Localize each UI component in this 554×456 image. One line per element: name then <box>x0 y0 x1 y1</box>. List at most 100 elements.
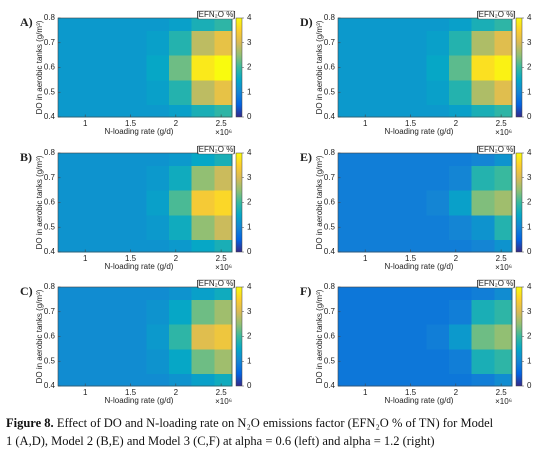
x-tick-label: 2.5 <box>216 388 228 397</box>
heat-cell <box>123 18 147 31</box>
heat-cell <box>169 153 193 166</box>
heat-cell <box>191 324 215 350</box>
heat-cell <box>146 299 170 325</box>
heat-cell <box>381 348 405 375</box>
heat-cell <box>494 165 513 191</box>
colorbar-tick-label: 3 <box>247 38 252 47</box>
heat-cell <box>471 299 495 325</box>
heat-cell <box>58 30 79 56</box>
y-tick-label: 0.8 <box>324 13 336 22</box>
heat-cell <box>146 104 170 118</box>
y-tick-label: 0.7 <box>44 38 56 47</box>
colorbar-tick-label: 4 <box>247 282 252 291</box>
colorbar-tick-label: 2 <box>247 63 252 72</box>
heat-cell <box>169 214 193 241</box>
x-tick-label: 1.5 <box>125 388 137 397</box>
y-tick-label: 0.6 <box>44 198 56 207</box>
heat-cell <box>78 79 102 106</box>
heat-cell <box>191 287 215 300</box>
colorbar-tick-label: 2 <box>527 198 532 207</box>
heat-cell <box>338 214 359 241</box>
caption-line: Figure 8. Effect of DO and N-loading rat… <box>6 416 494 430</box>
x-tick-label: 2 <box>454 119 459 128</box>
heat-cell <box>146 239 170 253</box>
y-tick-label: 0.6 <box>44 63 56 72</box>
heat-cell <box>169 239 193 253</box>
heat-cell <box>471 55 495 81</box>
heat-cell <box>101 79 125 106</box>
colorbar <box>235 17 243 118</box>
x-tick-label: 1 <box>363 119 368 128</box>
caption-text: Effect of DO and N-loading rate on N₂O e… <box>57 416 494 430</box>
heat-cell <box>101 165 125 191</box>
y-tick-label: 0.4 <box>324 247 336 256</box>
y-axis-label: DO in aerobic tanks (g/m³) <box>35 155 44 249</box>
heat-cell <box>123 299 147 325</box>
x-multiplier: ×10⁶ <box>215 128 232 137</box>
heat-cell <box>123 55 147 81</box>
heat-cell <box>58 79 79 106</box>
heat-cell <box>58 287 79 300</box>
x-multiplier: ×10⁶ <box>215 263 232 272</box>
heat-cell <box>381 55 405 81</box>
heat-cell <box>214 348 233 375</box>
heat-cell <box>381 18 405 31</box>
colorbar-label: [EFN₂O %] <box>196 10 235 19</box>
heat-cell <box>381 79 405 106</box>
heat-cell <box>191 348 215 375</box>
heat-cell <box>58 153 79 166</box>
heat-cell <box>338 79 359 106</box>
colorbar-tick-label: 3 <box>527 307 532 316</box>
heat-cell <box>78 239 102 253</box>
heat-cell <box>426 153 450 166</box>
heat-cell <box>123 153 147 166</box>
x-tick-label: 2 <box>454 254 459 263</box>
colorbar-tick-label: 2 <box>247 198 252 207</box>
heat-cell <box>58 324 79 350</box>
colorbar-tick-label: 1 <box>527 87 532 96</box>
heat-cell <box>101 324 125 350</box>
heat-cell <box>191 165 215 191</box>
heat-cell <box>146 214 170 241</box>
heat-cell <box>494 214 513 241</box>
heat-cell <box>191 239 215 253</box>
y-tick-label: 0.7 <box>44 173 56 182</box>
x-multiplier: ×10⁶ <box>495 263 512 272</box>
heat-cell <box>123 165 147 191</box>
heat-cell <box>358 190 382 216</box>
heat-cell <box>381 190 405 216</box>
colorbar-tick-label: 3 <box>247 173 252 182</box>
caption-line: 1 (A,D), Model 2 (B,E) and Model 3 (C,F)… <box>6 434 435 448</box>
heat-cell <box>358 55 382 81</box>
heat-cell <box>471 324 495 350</box>
colorbar-tick-label: 1 <box>247 222 252 231</box>
heat-cell <box>449 18 473 31</box>
heat-cell <box>169 55 193 81</box>
x-tick-label: 1.5 <box>405 254 417 263</box>
heat-cell <box>358 165 382 191</box>
heat-cell <box>449 30 473 56</box>
x-tick-label: 1.5 <box>405 388 417 397</box>
heat-cell <box>78 153 102 166</box>
colorbar <box>235 152 243 253</box>
heat-cell <box>449 214 473 241</box>
heat-cell <box>58 214 79 241</box>
colorbar-tick-label: 3 <box>527 38 532 47</box>
y-tick-label: 0.4 <box>44 247 56 256</box>
heat-cell <box>494 324 513 350</box>
heat-cell <box>403 104 427 118</box>
heat-cell <box>101 348 125 375</box>
colorbar-tick-label: 1 <box>247 87 252 96</box>
heat-cell <box>426 299 450 325</box>
heat-cell <box>123 30 147 56</box>
heat-cell <box>169 299 193 325</box>
heat-cell <box>123 239 147 253</box>
x-tick-label: 2.5 <box>216 254 228 263</box>
heat-cell <box>471 239 495 253</box>
y-axis-label: DO in aerobic tanks (g/m³) <box>315 155 324 249</box>
heat-cell <box>78 287 102 300</box>
colorbar-tick-label: 0 <box>527 247 532 256</box>
heat-cell <box>169 30 193 56</box>
heatmap-cells <box>58 153 233 253</box>
heat-cell <box>123 373 147 387</box>
